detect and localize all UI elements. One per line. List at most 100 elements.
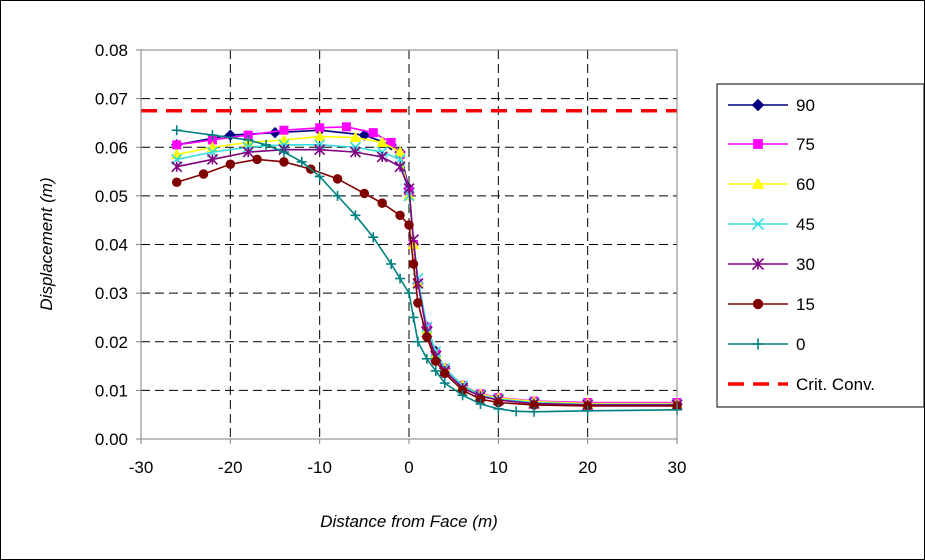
y-tick-label: 0.07: [95, 90, 128, 109]
legend-item-75: 75: [728, 135, 815, 154]
data-point: [582, 405, 593, 416]
legend-label: 0: [796, 335, 805, 354]
data-point: [493, 403, 504, 414]
data-point: [404, 288, 414, 299]
data-point: [314, 144, 326, 156]
legend: [716, 83, 925, 408]
y-tick-label: 0.01: [95, 381, 128, 400]
data-point: [278, 147, 289, 158]
data-point: [368, 232, 379, 243]
data-point: [394, 161, 406, 173]
data-point: [386, 258, 397, 269]
x-tick-label: 30: [668, 458, 687, 477]
data-point: [171, 177, 182, 188]
x-tick-label: 20: [578, 458, 597, 477]
legend-label: 75: [796, 135, 815, 154]
legend-marker: [751, 257, 765, 271]
x-axis-title: Distance from Face (m): [320, 512, 498, 531]
y-tick-label: 0.04: [95, 236, 128, 255]
data-point: [457, 390, 468, 401]
data-point: [252, 154, 262, 165]
data-point: [350, 210, 361, 221]
data-point: [171, 161, 183, 173]
legend-label: 30: [796, 255, 815, 274]
data-point: [403, 183, 415, 195]
data-point: [421, 353, 432, 364]
legend-item-crit-conv: Crit. Conv.: [728, 375, 875, 394]
legend-item-45: 45: [728, 215, 815, 234]
data-point: [422, 332, 432, 342]
data-point: [359, 188, 370, 199]
legend-label: 45: [796, 215, 815, 234]
data-point: [198, 169, 209, 179]
data-point: [377, 198, 387, 208]
legend-label: 90: [796, 96, 815, 115]
legend-item-30: 30: [728, 255, 815, 274]
y-tick-label: 0.02: [95, 333, 128, 352]
data-point: [349, 146, 361, 158]
data-point: [206, 153, 219, 165]
y-tick-label: 0.00: [95, 430, 128, 449]
data-point: [511, 406, 522, 417]
data-point: [313, 130, 326, 142]
legend-label: Crit. Conv.: [796, 375, 875, 394]
data-point: [430, 365, 441, 376]
legend-marker: [751, 177, 765, 189]
data-point: [296, 156, 307, 167]
data-point: [404, 220, 414, 230]
data-point: [408, 259, 419, 269]
legend-item-15: 15: [728, 295, 815, 314]
legend-item-0: 0: [728, 335, 805, 354]
data-point: [412, 336, 423, 347]
legend-label: 60: [796, 175, 815, 194]
series-0: [171, 125, 682, 417]
data-point: [332, 190, 343, 201]
series-layer: [170, 122, 683, 417]
data-point: [279, 157, 289, 167]
data-point: [349, 131, 362, 143]
data-point: [376, 136, 389, 147]
data-point: [341, 122, 351, 132]
x-tick-label: -30: [129, 458, 154, 477]
y-tick-label: 0.05: [95, 187, 128, 206]
x-tick-label: 0: [404, 458, 413, 477]
data-point: [171, 125, 182, 136]
data-point: [207, 130, 218, 141]
y-tick-label: 0.06: [95, 138, 128, 157]
data-point: [358, 129, 371, 141]
data-point: [332, 174, 343, 184]
data-point: [368, 128, 378, 138]
x-tick-label: -10: [307, 458, 332, 477]
data-point: [243, 134, 254, 145]
legend-marker: [752, 338, 764, 350]
legend-marker: [753, 139, 763, 149]
data-point: [395, 273, 406, 284]
data-point: [529, 406, 540, 417]
tick-labels: -30 -20 -10 0 10 20 30 0.00 0.01 0.02 0.03 0.04 0.05…: [95, 41, 687, 477]
legend-item-90: 90: [728, 96, 815, 115]
data-point: [172, 140, 182, 150]
x-tick-label: 10: [489, 458, 508, 477]
data-point: [261, 139, 272, 150]
x-tick-label: -20: [218, 458, 243, 477]
legend-label: 15: [796, 295, 815, 314]
data-point: [225, 159, 236, 170]
legend-marker: [751, 217, 765, 231]
y-tick-label: 0.03: [95, 284, 128, 303]
data-point: [314, 171, 325, 182]
data-point: [475, 398, 486, 409]
data-point: [376, 151, 388, 163]
data-point: [439, 368, 450, 379]
data-point: [413, 298, 423, 308]
data-point: [394, 146, 406, 157]
data-point: [408, 312, 419, 323]
legend-item-60: 60: [728, 175, 815, 194]
data-point: [395, 210, 405, 221]
legend-marker: [752, 298, 764, 310]
series-line: [176, 158, 677, 407]
data-point: [439, 378, 450, 389]
legend-marker: [751, 98, 765, 112]
y-axis-title: Displacement (m): [37, 177, 56, 310]
data-point: [279, 125, 289, 135]
